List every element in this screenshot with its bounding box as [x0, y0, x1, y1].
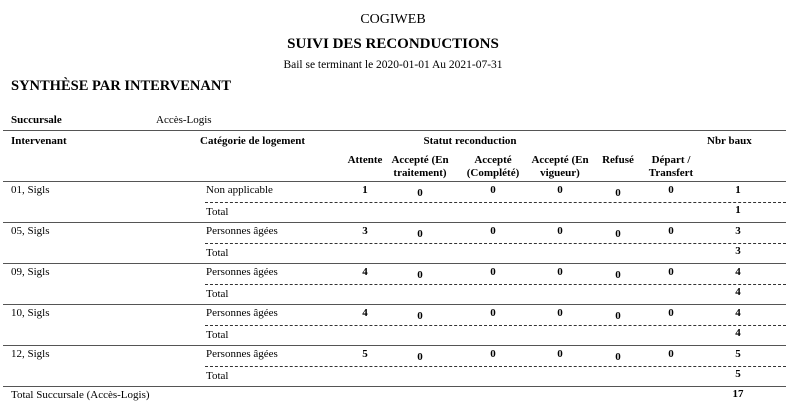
nbr-baux: 3	[735, 225, 741, 237]
grand-total-value: 17	[732, 388, 744, 400]
total-value: 3	[735, 245, 741, 257]
intervenant: 09, Sigls	[11, 266, 50, 278]
categorie: Personnes âgées	[206, 307, 278, 319]
col-status-3: Accepté (En vigueur)	[520, 154, 600, 180]
status-value: 0	[668, 307, 674, 319]
col-status-line1: Attente	[347, 154, 383, 166]
total-value: 5	[735, 368, 741, 380]
status-value: 0	[490, 266, 496, 278]
col-status-line1: Départ /	[651, 154, 691, 166]
intervenant: 10, Sigls	[11, 307, 50, 319]
col-status-line2: Transfert	[648, 167, 694, 179]
branch-value: Accès-Logis	[156, 114, 212, 126]
col-nbr-baux: Nbr baux	[707, 135, 752, 147]
col-status-line2: (Complété)	[466, 167, 520, 179]
col-status-line1: Accepté	[474, 154, 512, 166]
company-name: COGIWEB	[360, 12, 426, 27]
status-value: 0	[557, 225, 563, 237]
status-value: 0	[557, 266, 563, 278]
col-status-line2: vigueur)	[540, 167, 580, 179]
status-value: 0	[615, 351, 621, 363]
status-value: 4	[362, 307, 368, 319]
status-value: 0	[490, 307, 496, 319]
col-status-0: Attente	[325, 154, 405, 167]
status-value: 0	[490, 348, 496, 360]
status-value: 0	[668, 266, 674, 278]
col-status-line1: Accepté (En	[391, 154, 449, 166]
col-status-4: Refusé	[578, 154, 658, 167]
status-value: 0	[417, 351, 423, 363]
status-value: 0	[615, 228, 621, 240]
nbr-baux: 4	[735, 266, 741, 278]
status-value: 0	[668, 225, 674, 237]
branch-label: Succursale	[11, 114, 62, 126]
status-value: 0	[615, 187, 621, 199]
categorie: Personnes âgées	[206, 348, 278, 360]
nbr-baux: 4	[735, 307, 741, 319]
col-statut: Statut reconduction	[423, 135, 517, 147]
total-label: Total	[206, 329, 229, 341]
categorie: Personnes âgées	[206, 266, 278, 278]
report-title: SUIVI DES RECONDUCTIONS	[287, 36, 499, 52]
col-categorie: Catégorie de logement	[200, 135, 306, 147]
col-status-5: Départ / Transfert	[631, 154, 711, 180]
status-value: 0	[417, 228, 423, 240]
status-value: 0	[490, 184, 496, 196]
intervenant: 01, Sigls	[11, 184, 50, 196]
total-label: Total	[206, 247, 229, 259]
status-value: 0	[490, 225, 496, 237]
total-value: 1	[735, 204, 741, 216]
status-value: 0	[557, 348, 563, 360]
total-label: Total	[206, 370, 229, 382]
nbr-baux: 1	[735, 184, 741, 196]
status-value: 0	[417, 310, 423, 322]
status-value: 0	[557, 184, 563, 196]
grand-total-label: Total Succursale (Accès-Logis)	[11, 389, 150, 401]
status-value: 5	[362, 348, 368, 360]
status-value: 0	[557, 307, 563, 319]
status-value: 4	[362, 266, 368, 278]
col-intervenant: Intervenant	[11, 135, 67, 147]
total-label: Total	[206, 206, 229, 218]
report-subtitle: Bail se terminant le 2020-01-01 Au 2021-…	[283, 59, 503, 71]
status-value: 0	[417, 187, 423, 199]
col-status-line2: traitement)	[393, 167, 447, 179]
status-value: 0	[417, 269, 423, 281]
col-status-line1: Refusé	[602, 154, 634, 166]
status-value: 3	[362, 225, 368, 237]
nbr-baux: 5	[735, 348, 741, 360]
total-value: 4	[735, 327, 741, 339]
categorie: Personnes âgées	[206, 225, 278, 237]
section-title: SYNTHÈSE PAR INTERVENANT	[11, 78, 231, 94]
col-status-1: Accepté (En traitement)	[380, 154, 460, 180]
status-value: 0	[668, 184, 674, 196]
categorie: Non applicable	[206, 184, 273, 196]
status-value: 0	[615, 310, 621, 322]
intervenant: 05, Sigls	[11, 225, 50, 237]
col-status-2: Accepté (Complété)	[453, 154, 533, 180]
total-label: Total	[206, 288, 229, 300]
status-value: 0	[615, 269, 621, 281]
total-value: 4	[735, 286, 741, 298]
status-value: 0	[668, 348, 674, 360]
status-value: 1	[362, 184, 368, 196]
col-status-line1: Accepté (En	[531, 154, 589, 166]
intervenant: 12, Sigls	[11, 348, 50, 360]
